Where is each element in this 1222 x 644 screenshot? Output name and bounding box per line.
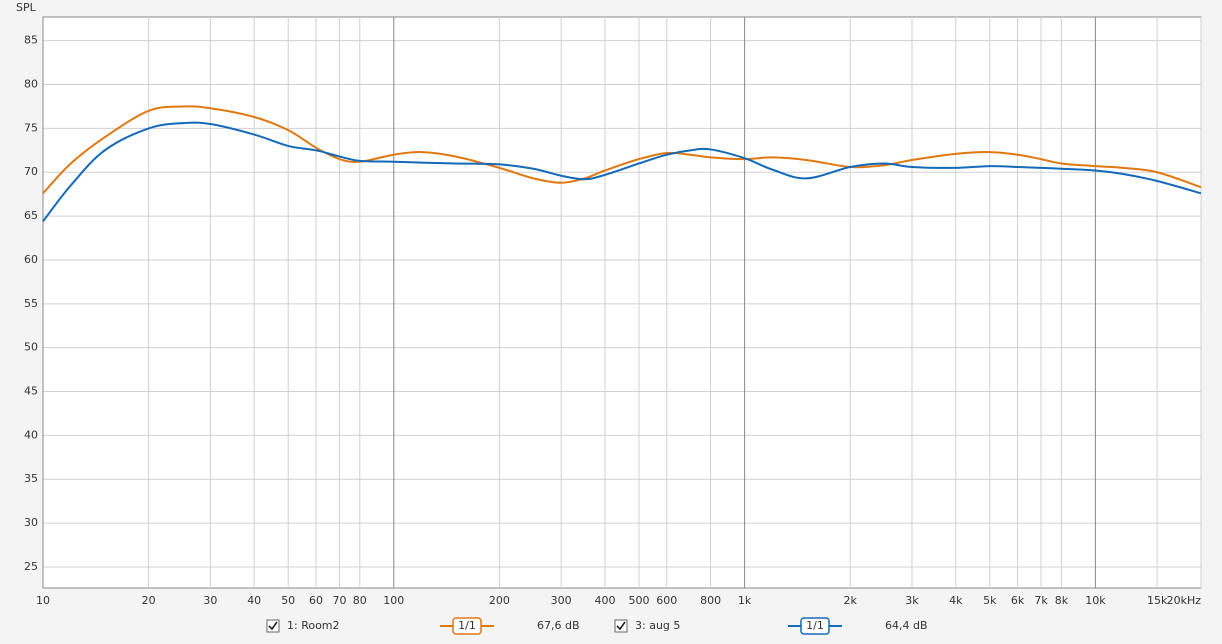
x-tick-label: 80	[353, 594, 367, 607]
x-tick-label: 60	[309, 594, 323, 607]
y-tick-label: 70	[24, 165, 38, 178]
x-tick-label: 400	[595, 594, 616, 607]
x-tick-label: 500	[628, 594, 649, 607]
x-tick-label: 300	[551, 594, 572, 607]
checkmark	[616, 621, 626, 631]
legend-name: 1: Room2	[287, 619, 340, 632]
x-tick-label: 1k	[738, 594, 752, 607]
y-tick-label: 85	[24, 34, 38, 47]
y-tick-label: 30	[24, 516, 38, 529]
y-tick-label: 65	[24, 209, 38, 222]
level-label: 67,6 dB	[537, 619, 580, 632]
x-tick-label: 20kHz	[1167, 594, 1202, 607]
plot-area	[42, 16, 1202, 589]
y-tick-label: 45	[24, 385, 38, 398]
x-tick-label: 20	[142, 594, 156, 607]
y-tick-label: 40	[24, 428, 38, 441]
x-tick-label: 3k	[905, 594, 919, 607]
x-tick-label: 2k	[844, 594, 858, 607]
x-tick-label: 40	[247, 594, 261, 607]
x-tick-label: 7k	[1034, 594, 1048, 607]
legend-checkbox[interactable]	[614, 619, 628, 633]
x-tick-label: 4k	[949, 594, 963, 607]
smoothing-label: 1/1	[458, 619, 476, 632]
y-tick-label: 75	[24, 121, 38, 134]
x-tick-label: 50	[281, 594, 295, 607]
y-tick-label: 80	[24, 78, 38, 91]
legend-name: 3: aug 5	[635, 619, 680, 632]
smoothing-box[interactable]	[452, 617, 482, 635]
x-tick-label: 100	[383, 594, 404, 607]
y-tick-label: 25	[24, 560, 38, 573]
x-tick-label: 15k	[1147, 594, 1168, 607]
x-tick-label: 5k	[983, 594, 997, 607]
smoothing-box[interactable]	[800, 617, 830, 635]
x-tick-label: 600	[656, 594, 677, 607]
x-tick-label: 200	[489, 594, 510, 607]
series-line	[42, 121, 1202, 222]
smoothing-label: 1/1	[806, 619, 824, 632]
level-label: 64,4 dB	[885, 619, 928, 632]
y-tick-label: 55	[24, 297, 38, 310]
y-tick-label: 35	[24, 472, 38, 485]
y-axis-label: SPL	[16, 1, 37, 14]
legend-checkbox[interactable]	[266, 619, 280, 633]
y-tick-label: 60	[24, 253, 38, 266]
series-line	[42, 105, 1202, 194]
x-tick-label: 800	[700, 594, 721, 607]
x-tick-label: 30	[203, 594, 217, 607]
x-tick-label: 8k	[1055, 594, 1069, 607]
x-tick-label: 10k	[1085, 594, 1106, 607]
x-tick-label: 10	[36, 594, 50, 607]
x-tick-label: 6k	[1011, 594, 1025, 607]
checkmark	[268, 621, 278, 631]
y-tick-label: 50	[24, 341, 38, 354]
x-tick-label: 70	[332, 594, 346, 607]
